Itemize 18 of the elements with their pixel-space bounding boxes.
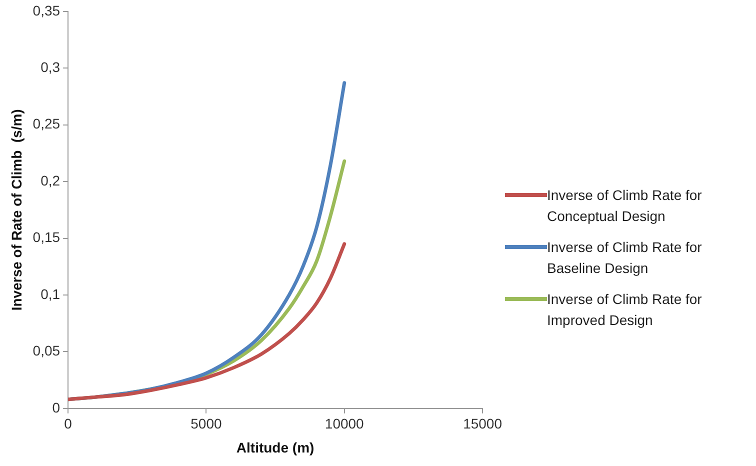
legend-label: Inverse of Climb Rate for Improved Design <box>547 290 703 330</box>
y-tick-label: 0,15 <box>32 229 60 246</box>
x-tick-label: 0 <box>64 416 72 432</box>
y-tick-label: 0 <box>52 399 60 416</box>
y-tick-label: 0,3 <box>40 58 60 75</box>
x-axis-title: Altitude (m) <box>236 439 314 456</box>
y-tick-label: 0,25 <box>32 116 60 132</box>
x-tick-label: 10000 <box>324 416 364 432</box>
x-tick-label: 15000 <box>463 416 502 432</box>
y-tick-label: 0,1 <box>40 286 60 302</box>
line-series <box>68 242 346 402</box>
y-axis-title: Inverse of Rate of Climb (s/m) <box>8 109 24 311</box>
y-tick-label: 0,05 <box>32 342 60 359</box>
legend-label: Inverse of Climb Rate for Conceptual Design <box>547 186 703 226</box>
y-tick-label: 0,35 <box>32 2 60 18</box>
y-tick-label: 0,2 <box>40 172 60 188</box>
legend-label: Inverse of Climb Rate for Baseline Design <box>547 238 703 278</box>
x-tick-label: 5000 <box>190 416 222 432</box>
